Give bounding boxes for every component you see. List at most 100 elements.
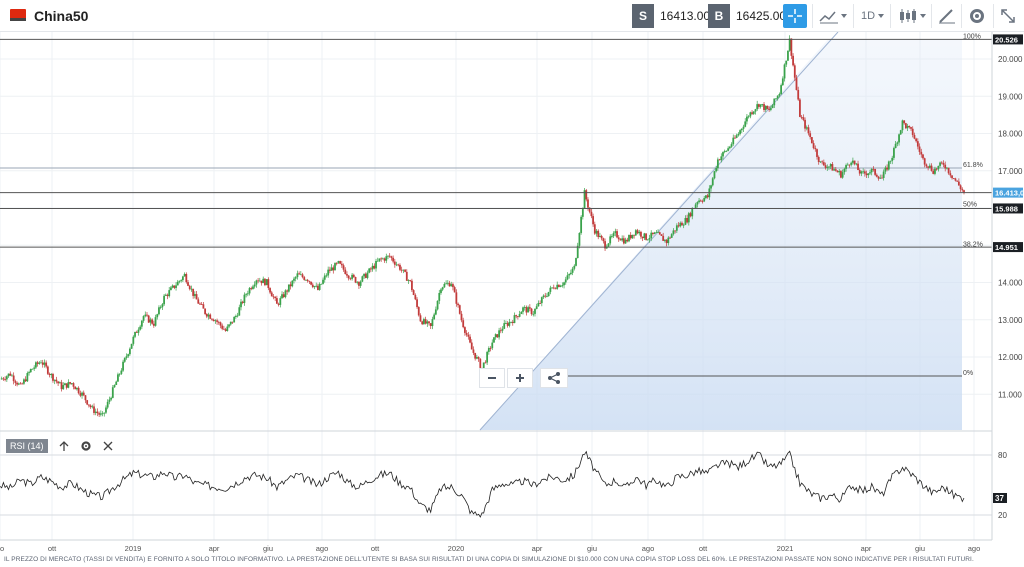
price-candle bbox=[498, 330, 500, 338]
price-candle bbox=[373, 265, 376, 269]
price-candle bbox=[751, 112, 753, 114]
drawing-tools-button[interactable] bbox=[937, 6, 957, 26]
price-candle bbox=[228, 324, 230, 327]
price-candle bbox=[31, 368, 34, 370]
price-candle bbox=[903, 120, 906, 124]
price-candle bbox=[684, 218, 687, 225]
price-candle bbox=[578, 232, 581, 246]
price-candle bbox=[576, 245, 579, 259]
rsi-label[interactable]: RSI (14) bbox=[6, 439, 48, 453]
price-chart[interactable]: 100% 61.8% 50% 38.2% 0% 20.000 19.000 18.000 17… bbox=[0, 32, 1024, 556]
buy-price-button[interactable]: B 16425.00 bbox=[708, 4, 786, 28]
fibonacci-retracement-area[interactable] bbox=[480, 39, 962, 431]
price-candle bbox=[722, 152, 724, 157]
price-candle bbox=[328, 269, 331, 271]
price-candle bbox=[250, 288, 253, 289]
top-toolbar: China50 S 16413.00 B 16425.00 1D bbox=[0, 0, 1024, 32]
gear-icon[interactable] bbox=[80, 440, 92, 452]
buy-price: 16425.00 bbox=[736, 9, 787, 23]
toolbar-divider bbox=[812, 4, 813, 28]
price-candle bbox=[564, 279, 567, 283]
price-candle bbox=[123, 357, 126, 362]
price-candle bbox=[544, 295, 547, 297]
price-candle bbox=[588, 207, 591, 212]
price-candle bbox=[638, 231, 641, 234]
candle-style-dropdown[interactable] bbox=[897, 6, 927, 26]
price-candle bbox=[368, 268, 371, 273]
price-candle bbox=[484, 362, 487, 364]
price-candle bbox=[106, 401, 109, 408]
close-icon[interactable] bbox=[102, 440, 114, 452]
price-candle bbox=[622, 238, 625, 244]
price-candle bbox=[556, 284, 559, 289]
price-candle bbox=[19, 383, 22, 385]
price-candle bbox=[82, 392, 85, 396]
price-candle bbox=[746, 116, 748, 122]
price-candle bbox=[392, 257, 395, 262]
fullscreen-button[interactable] bbox=[1000, 6, 1016, 26]
price-candle bbox=[134, 331, 136, 337]
price-candle bbox=[607, 243, 610, 247]
price-candle bbox=[475, 357, 478, 359]
price-candle bbox=[45, 362, 48, 367]
time-tick-label: 2021 bbox=[777, 544, 794, 553]
horizontal-lines[interactable] bbox=[0, 38, 992, 248]
price-candle bbox=[879, 177, 882, 179]
fib-level-label: 100% bbox=[963, 33, 981, 40]
price-candle bbox=[875, 174, 878, 177]
price-candle bbox=[734, 137, 736, 139]
price-candle bbox=[679, 222, 682, 227]
sell-price-button[interactable]: S 16413.00 bbox=[632, 4, 710, 28]
plus-icon bbox=[516, 374, 524, 382]
arrow-up-icon[interactable] bbox=[58, 440, 70, 452]
price-candle bbox=[200, 303, 203, 305]
price-candle bbox=[358, 281, 360, 286]
timeframe-dropdown[interactable]: 1D bbox=[861, 6, 885, 26]
price-candle bbox=[132, 336, 135, 344]
price-candle bbox=[908, 125, 911, 128]
price-candle bbox=[602, 238, 605, 242]
price-candle bbox=[163, 295, 165, 305]
price-candle bbox=[882, 171, 885, 178]
share-button[interactable] bbox=[540, 368, 568, 388]
zoom-out-button[interactable] bbox=[479, 368, 505, 388]
price-candle bbox=[853, 160, 856, 165]
settings-button[interactable] bbox=[968, 6, 986, 26]
price-candle bbox=[655, 232, 658, 234]
price-candle bbox=[253, 284, 256, 287]
price-candle bbox=[593, 224, 596, 234]
price-candle bbox=[824, 165, 827, 168]
price-tick-label: 13.000 bbox=[998, 316, 1023, 325]
price-candle bbox=[874, 169, 877, 175]
price-candle bbox=[458, 305, 461, 314]
price-candle bbox=[50, 374, 53, 376]
price-candle bbox=[534, 308, 536, 314]
price-candle bbox=[828, 166, 830, 168]
price-candle bbox=[494, 334, 497, 338]
price-candle bbox=[530, 308, 533, 315]
price-candle bbox=[96, 411, 99, 414]
price-candle bbox=[542, 295, 545, 298]
price-candle bbox=[400, 269, 403, 271]
price-candle bbox=[954, 178, 957, 181]
instrument-symbol[interactable]: China50 bbox=[34, 8, 89, 24]
price-candle bbox=[424, 319, 427, 324]
chevron-down-icon bbox=[878, 14, 885, 18]
price-candle bbox=[176, 281, 179, 286]
price-tick-label: 18.000 bbox=[998, 130, 1023, 139]
price-candle bbox=[412, 290, 415, 295]
price-candle bbox=[918, 146, 921, 152]
price-candle bbox=[522, 307, 524, 312]
chart-type-dropdown[interactable] bbox=[818, 6, 848, 26]
price-candle bbox=[737, 133, 740, 136]
price-candle bbox=[645, 233, 647, 240]
price-candle bbox=[669, 237, 671, 239]
price-candle bbox=[347, 275, 350, 279]
price-candle bbox=[800, 116, 803, 118]
price-candle bbox=[580, 216, 583, 233]
price-candle bbox=[33, 367, 36, 369]
zoom-in-button[interactable] bbox=[507, 368, 533, 388]
crosshair-button[interactable] bbox=[783, 4, 807, 28]
price-candle bbox=[922, 154, 924, 159]
price-candle bbox=[648, 238, 651, 240]
